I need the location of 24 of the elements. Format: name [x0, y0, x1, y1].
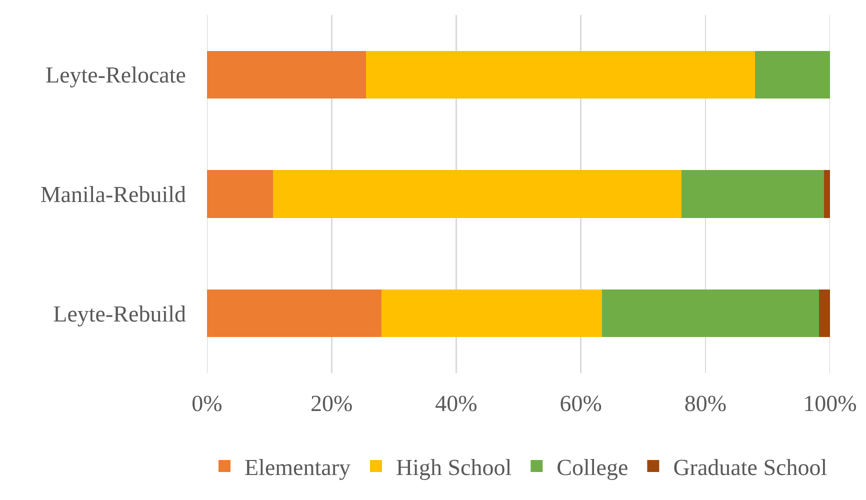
- bar: [207, 289, 382, 338]
- legend-label: Graduate School: [673, 455, 828, 480]
- x-tick-label: 40%: [435, 391, 478, 416]
- bar: [682, 170, 824, 218]
- y-tick-label: Leyte-Relocate: [46, 62, 186, 88]
- bar: [366, 50, 756, 99]
- legend-label: High School: [396, 455, 512, 480]
- x-tick-label: 80%: [684, 391, 726, 416]
- bar: [273, 170, 682, 218]
- bar: [207, 50, 366, 99]
- bar: [755, 50, 830, 99]
- bar: [818, 289, 830, 338]
- bar: [824, 170, 830, 218]
- bar: [602, 289, 819, 338]
- bar: [381, 289, 602, 338]
- x-tick-label: 60%: [560, 391, 602, 416]
- bar: [207, 170, 274, 218]
- legend-label: Elementary: [244, 455, 352, 480]
- x-tick-label: 20%: [310, 391, 353, 416]
- y-tick-label: Leyte-Rebuild: [53, 301, 186, 326]
- x-tick-label: 0%: [192, 391, 222, 416]
- legend-label: College: [556, 455, 628, 480]
- y-tick-label: Manila-Rebuild: [40, 182, 186, 208]
- x-tick-label: 100%: [803, 391, 857, 416]
